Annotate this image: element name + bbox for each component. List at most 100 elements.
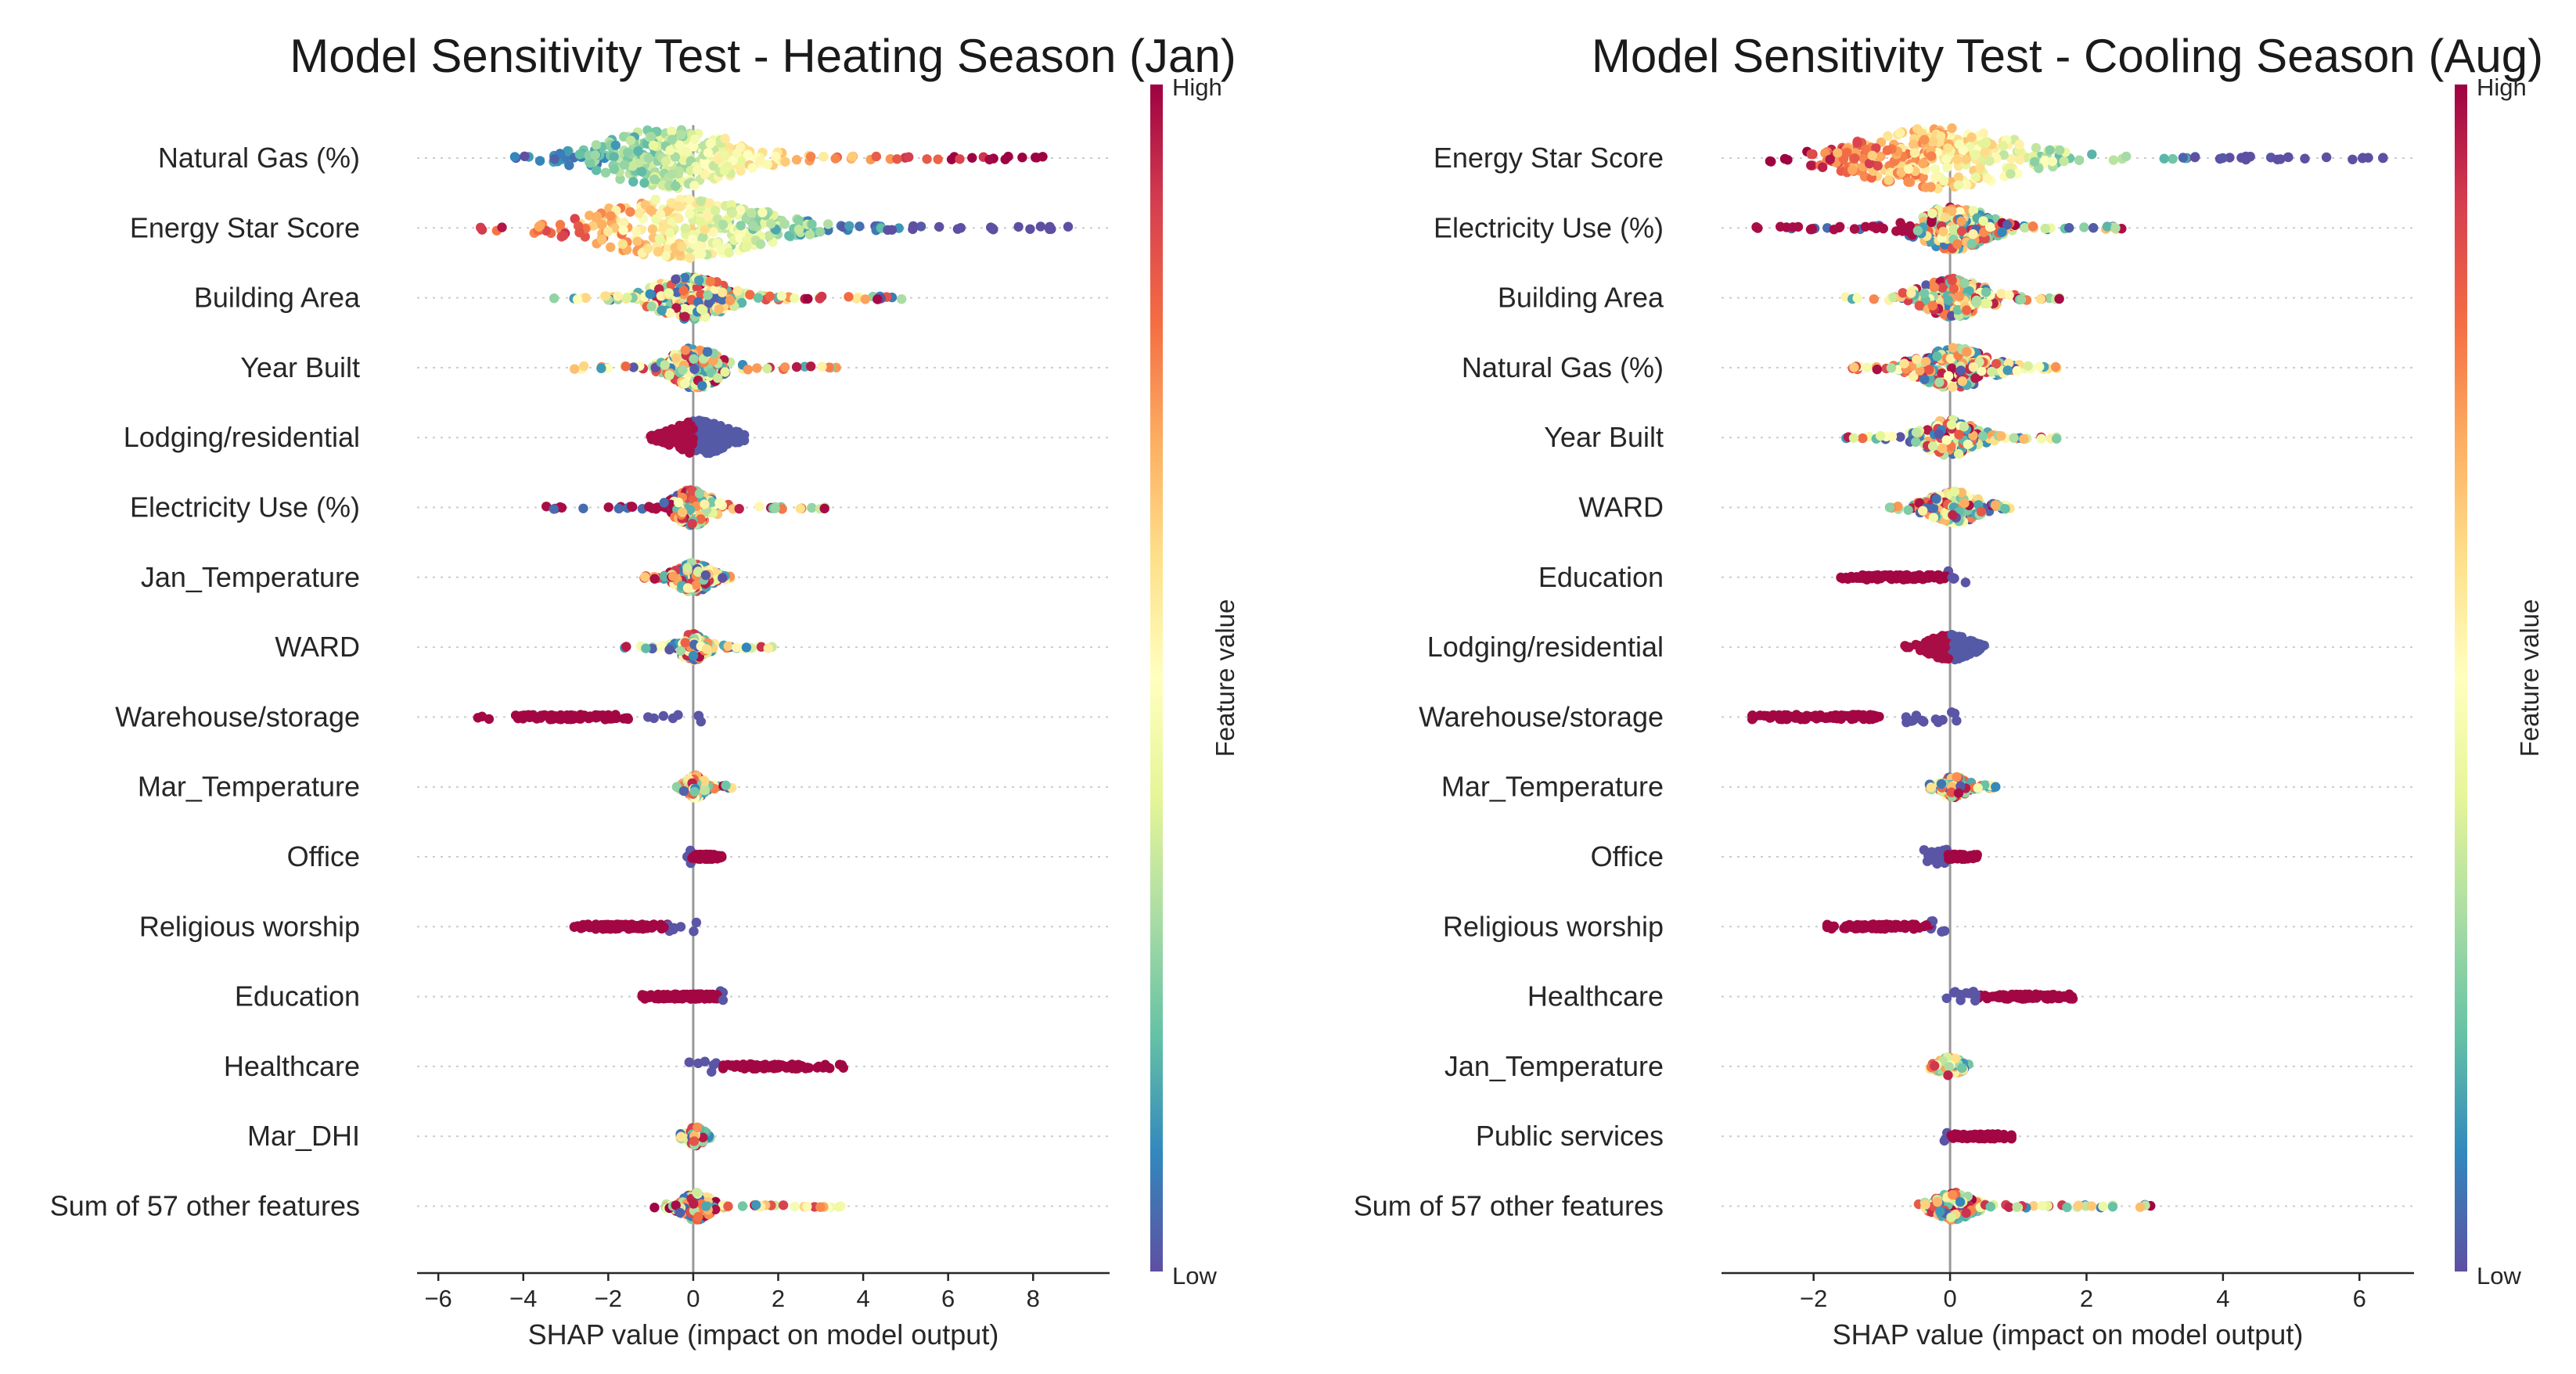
data-point — [1899, 574, 1909, 584]
data-point — [772, 1063, 783, 1073]
data-point — [776, 291, 787, 301]
data-point — [1806, 149, 1816, 160]
data-point — [680, 345, 691, 355]
data-point — [644, 502, 654, 512]
data-point — [664, 288, 674, 298]
data-point — [2108, 155, 2119, 165]
data-point — [806, 152, 816, 162]
data-point — [1869, 294, 1879, 304]
data-point — [698, 232, 708, 243]
data-point — [657, 305, 667, 315]
data-point — [708, 227, 718, 237]
data-point — [679, 272, 690, 283]
data-point — [632, 236, 642, 246]
data-point — [1942, 162, 1952, 173]
data-point — [807, 502, 817, 513]
data-point — [693, 1058, 703, 1069]
data-point — [711, 206, 721, 216]
data-point — [685, 253, 695, 263]
feature-label: Energy Star Score — [130, 211, 360, 243]
data-point — [664, 370, 675, 380]
data-point — [2189, 152, 2200, 163]
data-point — [509, 152, 520, 162]
data-point — [618, 225, 628, 236]
data-point — [606, 210, 616, 221]
data-point — [728, 155, 738, 166]
data-point — [628, 161, 638, 171]
data-point — [1932, 351, 1942, 361]
data-point — [636, 167, 647, 177]
data-point — [1996, 431, 2006, 441]
data-point — [1948, 283, 1959, 294]
data-point — [726, 200, 736, 210]
data-point — [952, 224, 963, 234]
data-point — [712, 238, 722, 248]
data-point — [595, 920, 606, 930]
data-point — [613, 291, 623, 301]
data-point — [677, 507, 688, 517]
data-point — [1996, 288, 2006, 299]
data-point — [1954, 430, 1964, 440]
data-point — [791, 361, 802, 372]
data-point — [665, 145, 675, 156]
data-point — [564, 160, 574, 171]
data-point — [592, 211, 603, 221]
data-point — [643, 243, 653, 254]
data-point — [597, 220, 607, 230]
feature-label: Lodging/residential — [124, 421, 360, 453]
data-point — [733, 437, 744, 448]
data-point — [802, 1063, 813, 1073]
data-point — [678, 286, 689, 296]
data-point — [815, 1202, 826, 1212]
data-point — [1849, 153, 1860, 164]
data-point — [1849, 224, 1860, 234]
data-point — [680, 638, 690, 648]
data-point — [922, 154, 932, 164]
data-point — [2074, 155, 2085, 165]
data-point — [701, 160, 711, 171]
data-point — [2052, 433, 2062, 444]
data-point — [2004, 290, 2014, 300]
data-point — [714, 441, 725, 451]
chart-panel-1: Model Sensitivity Test - Heating Season … — [50, 30, 1239, 1351]
data-point — [713, 154, 724, 164]
data-point — [609, 152, 619, 162]
data-point — [1035, 221, 1046, 232]
data-point — [625, 207, 635, 217]
data-point — [723, 423, 733, 434]
data-point — [1946, 419, 1957, 430]
data-point — [1941, 435, 1952, 445]
data-point — [682, 563, 693, 573]
data-point — [574, 149, 585, 160]
data-point — [1928, 513, 1939, 523]
data-point — [750, 1200, 761, 1210]
data-point — [1847, 165, 1858, 175]
data-point — [1970, 149, 1981, 160]
data-point — [727, 208, 737, 218]
data-point — [601, 291, 611, 301]
data-point — [1895, 128, 1905, 138]
data-point — [621, 361, 631, 372]
x-tick-label: −4 — [509, 1285, 537, 1312]
feature-label: Electricity Use (%) — [130, 491, 360, 523]
data-point — [696, 514, 706, 524]
data-point — [611, 713, 622, 723]
data-point — [1886, 363, 1897, 373]
data-point — [1959, 498, 1970, 509]
data-point — [646, 923, 657, 933]
feature-label: WARD — [275, 631, 360, 663]
data-point — [1953, 180, 1963, 190]
data-point — [666, 992, 676, 1003]
data-point — [745, 1059, 756, 1070]
data-point — [1937, 443, 1948, 454]
feature-label: Office — [1591, 840, 1664, 872]
data-point — [573, 921, 583, 931]
data-point — [1924, 365, 1934, 375]
data-point — [1948, 510, 1958, 520]
data-point — [2045, 145, 2055, 155]
data-point — [1793, 221, 1804, 232]
data-point — [793, 215, 804, 225]
data-point — [717, 287, 728, 297]
data-point — [1884, 502, 1895, 513]
feature-label: Jan_Temperature — [1445, 1050, 1664, 1082]
